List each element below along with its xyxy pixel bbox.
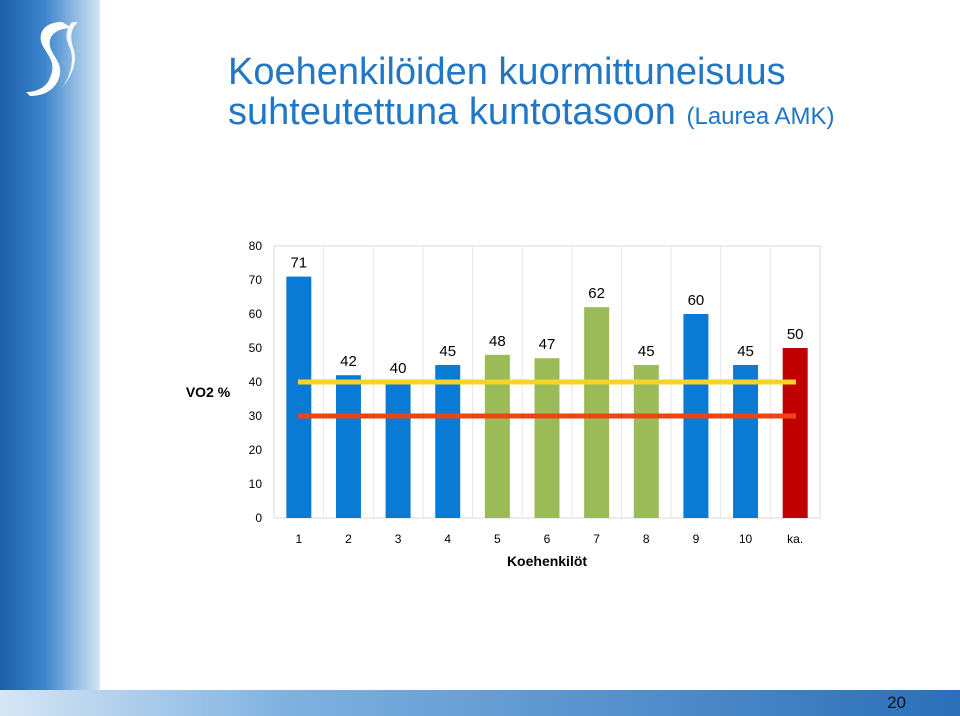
chart-reference-lines — [298, 379, 796, 419]
y-tick-label: 50 — [249, 341, 263, 355]
y-tick-label: 20 — [249, 443, 263, 457]
data-label: 50 — [787, 326, 804, 343]
data-label: 62 — [588, 285, 605, 302]
data-labels: 71 42 40 45 48 47 62 45 60 45 50 — [290, 255, 803, 377]
bar — [584, 307, 610, 518]
data-label: 48 — [489, 333, 506, 350]
x-tick-labels: 1 2 3 4 5 6 7 8 9 10 ka. — [295, 532, 803, 546]
laurea-logo-icon — [26, 22, 78, 96]
y-tick-label: 10 — [249, 477, 263, 491]
y-axis-title: VO2 % — [186, 384, 231, 400]
data-label: 40 — [390, 360, 407, 377]
bar — [335, 375, 361, 518]
bar — [633, 365, 659, 518]
slide-title: Koehenkilöiden kuormittuneisuus suhteute… — [228, 52, 835, 137]
x-tick-label: 6 — [544, 532, 551, 546]
chart-bars — [286, 276, 808, 518]
x-tick-label: 2 — [345, 532, 352, 546]
data-label: 42 — [340, 353, 357, 370]
x-tick-label: 4 — [444, 532, 451, 546]
y-tick-label: 60 — [249, 307, 263, 321]
bar — [435, 365, 461, 518]
y-tick-label: 30 — [249, 409, 263, 423]
x-tick-label: 9 — [693, 532, 700, 546]
page-number: 20 — [887, 693, 906, 712]
data-label: 71 — [290, 255, 307, 272]
y-tick-label: 0 — [255, 511, 262, 525]
data-label: 45 — [439, 343, 456, 360]
bar — [286, 276, 312, 518]
y-tick-label: 40 — [249, 375, 263, 389]
x-tick-label: 7 — [593, 532, 600, 546]
data-label: 47 — [539, 336, 556, 353]
footer-band — [0, 690, 960, 716]
title-source: (Laurea AMK) — [686, 103, 835, 130]
y-tick-label: 70 — [249, 273, 263, 287]
y-tick-labels: 0 10 20 30 40 50 60 70 80 — [249, 239, 263, 525]
bar — [385, 382, 411, 518]
title-line-1: Koehenkilöiden kuormittuneisuus — [228, 51, 786, 93]
data-label: 60 — [688, 292, 705, 309]
data-label: 45 — [737, 343, 754, 360]
x-tick-label: ka. — [787, 532, 803, 546]
sidebar-band — [0, 0, 100, 690]
y-tick-label: 80 — [249, 239, 263, 253]
x-tick-label: 10 — [739, 532, 753, 546]
x-tick-label: 3 — [395, 532, 402, 546]
bar — [782, 348, 808, 518]
bar — [534, 358, 560, 518]
x-tick-label: 5 — [494, 532, 501, 546]
x-tick-label: 1 — [295, 532, 302, 546]
title-main: suhteutettuna kuntotasoon — [228, 91, 676, 133]
title-line-2: suhteutettuna kuntotasoon (Laurea AMK) — [228, 92, 835, 137]
data-label: 45 — [638, 343, 655, 360]
x-tick-label: 8 — [643, 532, 650, 546]
bar — [733, 365, 759, 518]
x-axis-title: Koehenkilöt — [507, 553, 587, 569]
bar — [484, 354, 510, 518]
